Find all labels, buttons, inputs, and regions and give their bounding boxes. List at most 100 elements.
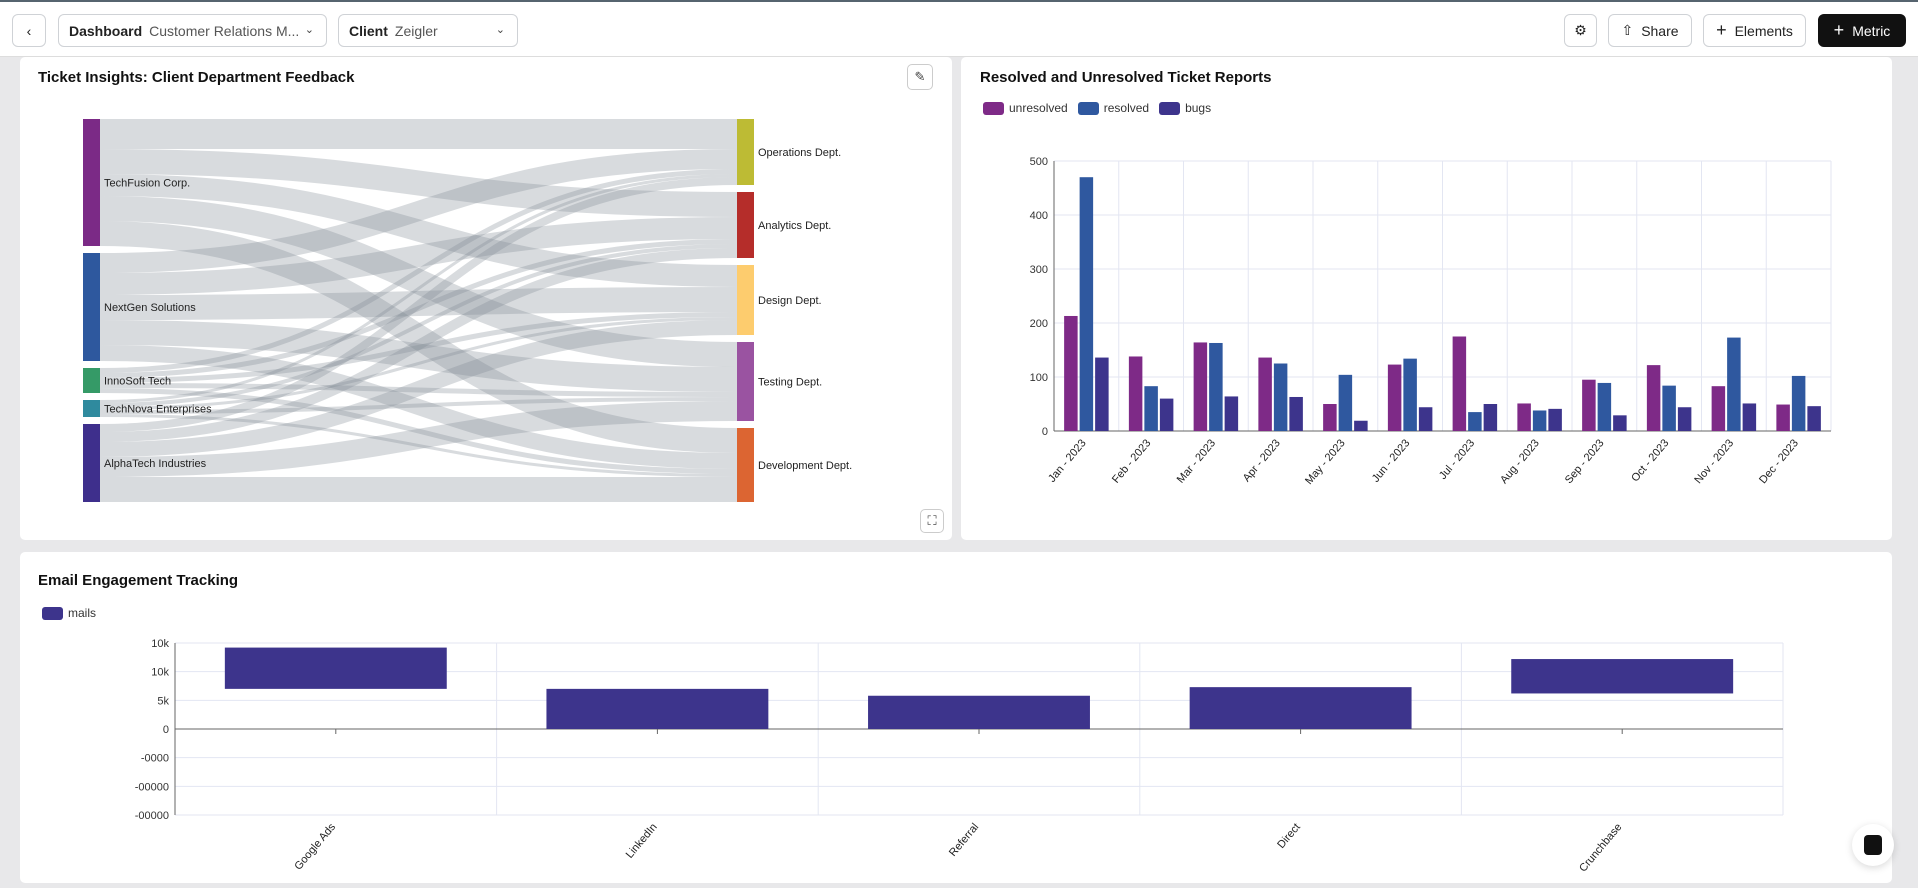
legend-swatch bbox=[983, 102, 1004, 116]
sankey-node bbox=[83, 368, 100, 393]
legend-item[interactable]: bugs bbox=[1159, 101, 1212, 116]
elements-button[interactable]: + Elements bbox=[1703, 14, 1806, 47]
sankey-link bbox=[99, 221, 738, 453]
expand-button[interactable]: ⛶ bbox=[920, 509, 944, 533]
sankey-link bbox=[99, 177, 738, 432]
bar bbox=[1338, 374, 1353, 431]
y-tick-label: 5k bbox=[157, 695, 169, 707]
sankey-node-label: InnoSoft Tech bbox=[104, 376, 171, 388]
sankey-node-label: TechFusion Corp. bbox=[104, 178, 190, 190]
sankey-node-label: NextGen Solutions bbox=[104, 302, 196, 314]
metric-label: Metric bbox=[1852, 22, 1891, 39]
bar bbox=[1273, 363, 1288, 431]
sankey-link bbox=[99, 217, 738, 295]
tickets-bar-chart: 0 100 200 300 400 500 Jan - 2023 Feb - 2023 Mar … bbox=[1030, 156, 1832, 487]
y-tick-label: 0 bbox=[163, 724, 169, 736]
bar bbox=[1532, 410, 1547, 431]
chat-button[interactable] bbox=[1852, 824, 1894, 866]
back-button[interactable]: ‹ bbox=[12, 14, 46, 47]
bar bbox=[1159, 398, 1174, 431]
top-toolbar: ‹ Dashboard Customer Relations M... ⌄ Cl… bbox=[0, 0, 1918, 57]
client-value: Zeigler bbox=[394, 22, 438, 39]
bar bbox=[1742, 403, 1757, 431]
sankey-link bbox=[99, 287, 738, 320]
sankey-node bbox=[737, 119, 754, 185]
sankey-link bbox=[99, 388, 738, 474]
legend-swatch bbox=[42, 607, 63, 621]
bar bbox=[1193, 342, 1208, 431]
elements-label: Elements bbox=[1734, 22, 1793, 39]
tickets-card: Resolved and Unresolved Ticket Reports u… bbox=[961, 57, 1892, 540]
y-tick-label: 200 bbox=[1030, 318, 1048, 330]
sankey-node-label: TechNova Enterprises bbox=[104, 404, 212, 416]
sankey-node bbox=[737, 192, 754, 258]
sankey-link bbox=[99, 320, 738, 457]
bar bbox=[1258, 357, 1272, 431]
bar bbox=[1791, 375, 1806, 431]
sankey-link bbox=[99, 149, 738, 217]
settings-button[interactable]: ⚙ bbox=[1564, 14, 1597, 47]
bar bbox=[1517, 403, 1531, 431]
bar bbox=[1387, 364, 1402, 431]
legend-label: resolved bbox=[1103, 101, 1150, 115]
sankey-node-label: AlphaTech Industries bbox=[104, 458, 207, 470]
bar bbox=[1418, 407, 1433, 431]
bar bbox=[1323, 404, 1337, 431]
sankey-link bbox=[99, 196, 738, 367]
bar bbox=[1511, 659, 1734, 694]
bar bbox=[1727, 337, 1741, 431]
sankey-node bbox=[83, 119, 100, 246]
bar bbox=[1776, 404, 1790, 431]
bar bbox=[1662, 385, 1676, 431]
bar bbox=[1711, 386, 1726, 431]
bar bbox=[1646, 365, 1661, 431]
add-metric-button[interactable]: + Metric bbox=[1818, 14, 1906, 47]
client-label: Client bbox=[349, 22, 388, 39]
y-tick-label: -00000 bbox=[135, 781, 169, 793]
y-tick-label: 400 bbox=[1030, 210, 1048, 222]
bar bbox=[1452, 336, 1467, 431]
sankey-link bbox=[99, 383, 738, 397]
sankey-link bbox=[99, 174, 738, 287]
y-tick-label: 100 bbox=[1030, 372, 1048, 384]
pencil-icon: ✎ bbox=[914, 69, 926, 84]
sankey-node-label: Analytics Dept. bbox=[758, 220, 831, 232]
sankey-node bbox=[83, 400, 100, 417]
legend-swatch bbox=[1077, 102, 1099, 116]
x-tick-label: Direct bbox=[1275, 821, 1303, 851]
bar bbox=[1548, 408, 1562, 431]
bar bbox=[1354, 420, 1368, 431]
client-select[interactable]: Client Zeigler ⌄ bbox=[338, 14, 518, 47]
dashboard-select[interactable]: Dashboard Customer Relations M... ⌄ bbox=[58, 14, 327, 47]
bar bbox=[1224, 396, 1239, 431]
x-tick-label: Apr - 2023 bbox=[1241, 437, 1283, 484]
edit-button[interactable]: ✎ bbox=[907, 64, 933, 90]
y-tick-label: 0 bbox=[1042, 426, 1048, 438]
legend-label: bugs bbox=[1185, 101, 1212, 115]
share-button[interactable]: ⇧ Share bbox=[1608, 14, 1692, 47]
y-tick-label: 10k bbox=[151, 638, 169, 650]
bar bbox=[1144, 386, 1158, 431]
x-tick-label: May - 2023 bbox=[1303, 437, 1348, 487]
x-tick-label: Referral bbox=[947, 821, 981, 859]
sankey-link bbox=[99, 320, 738, 392]
bar bbox=[224, 647, 447, 689]
share-icon: ⇧ bbox=[1621, 22, 1634, 38]
bar bbox=[1582, 379, 1596, 431]
bar bbox=[1079, 177, 1094, 431]
dashboard-label: Dashboard bbox=[69, 22, 143, 39]
gear-icon: ⚙ bbox=[1574, 22, 1587, 38]
x-tick-label: Jan - 2023 bbox=[1046, 437, 1089, 485]
y-tick-label: -0000 bbox=[141, 753, 169, 765]
legend-label: unresolved bbox=[1009, 101, 1068, 115]
legend-item[interactable]: unresolved bbox=[983, 101, 1068, 116]
legend-item[interactable]: mails bbox=[42, 606, 96, 621]
bar bbox=[1597, 382, 1612, 431]
sankey-card: Ticket Insights: Client Department Feedb… bbox=[20, 57, 952, 540]
legend-item[interactable]: resolved bbox=[1077, 101, 1150, 116]
card-title: Ticket Insights: Client Department Feedb… bbox=[38, 69, 355, 86]
sankey-link bbox=[99, 169, 738, 373]
chevron-down-icon: ⌄ bbox=[304, 24, 314, 36]
plus-icon: + bbox=[1833, 20, 1845, 40]
chart-legend: mails bbox=[42, 606, 96, 621]
